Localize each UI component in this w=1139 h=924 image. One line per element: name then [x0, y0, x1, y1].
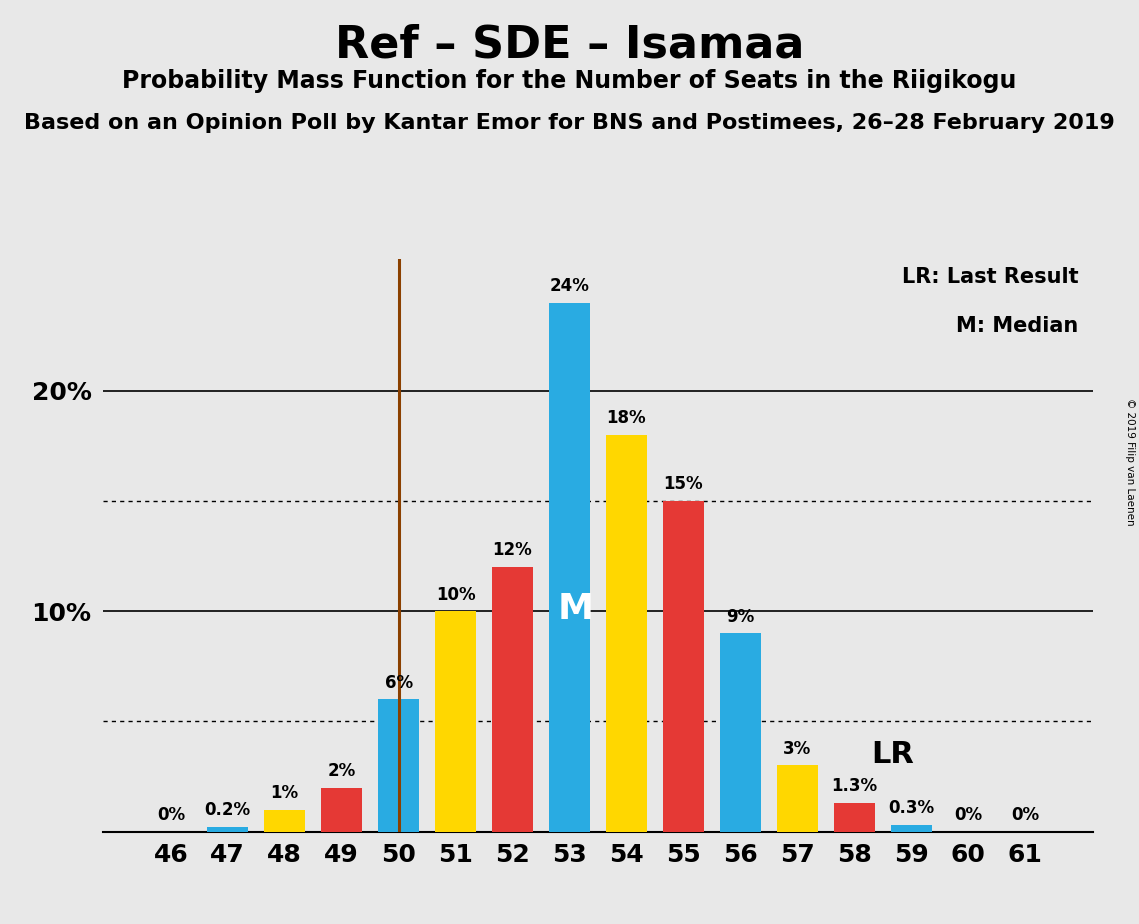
Bar [435, 612, 476, 832]
Text: 6%: 6% [385, 674, 412, 692]
Text: 0%: 0% [1011, 806, 1039, 824]
Text: 9%: 9% [727, 608, 754, 626]
Bar [321, 787, 362, 832]
Text: LR: LR [871, 740, 915, 769]
Text: 1%: 1% [271, 784, 298, 802]
Text: 0%: 0% [157, 806, 185, 824]
Text: 0.3%: 0.3% [888, 799, 934, 817]
Bar [264, 809, 305, 832]
Bar [378, 699, 419, 832]
Text: M: M [557, 592, 593, 626]
Text: 0.2%: 0.2% [205, 801, 251, 820]
Text: © 2019 Filip van Laenen: © 2019 Filip van Laenen [1125, 398, 1134, 526]
Text: 18%: 18% [607, 409, 646, 427]
Bar [720, 633, 761, 832]
Text: LR: Last Result: LR: Last Result [902, 267, 1079, 287]
Bar [663, 501, 704, 832]
Bar [777, 765, 818, 832]
Text: 1.3%: 1.3% [831, 777, 877, 796]
Bar [834, 803, 875, 832]
Text: 10%: 10% [436, 586, 475, 603]
Bar [492, 567, 533, 832]
Text: 0%: 0% [954, 806, 982, 824]
Bar [891, 825, 932, 832]
Text: Based on an Opinion Poll by Kantar Emor for BNS and Postimees, 26–28 February 20: Based on an Opinion Poll by Kantar Emor … [24, 113, 1115, 133]
Bar [549, 303, 590, 832]
Text: 15%: 15% [664, 475, 703, 493]
Text: Ref – SDE – Isamaa: Ref – SDE – Isamaa [335, 23, 804, 67]
Text: Probability Mass Function for the Number of Seats in the Riigikogu: Probability Mass Function for the Number… [122, 69, 1017, 93]
Text: 24%: 24% [549, 277, 590, 295]
Text: M: Median: M: Median [957, 316, 1079, 336]
Text: 3%: 3% [784, 740, 811, 758]
Bar [606, 435, 647, 832]
Text: 2%: 2% [328, 761, 355, 780]
Text: 12%: 12% [493, 541, 532, 559]
Bar [207, 827, 248, 832]
